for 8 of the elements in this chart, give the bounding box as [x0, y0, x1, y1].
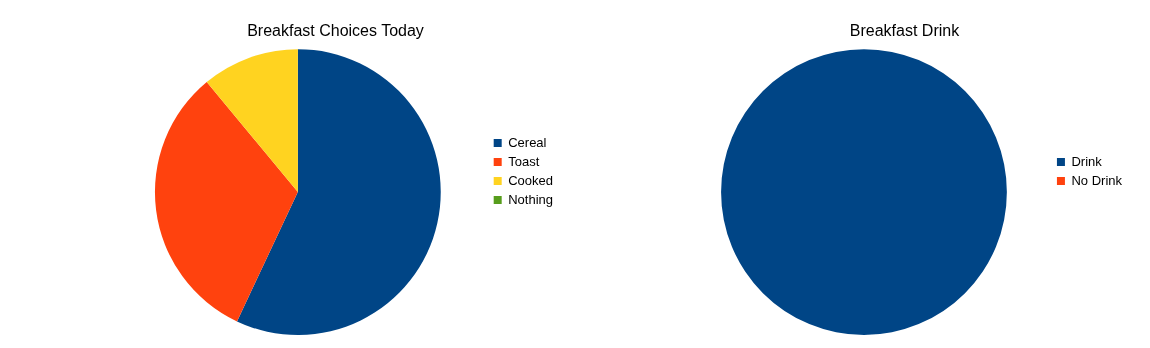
legend-label: Toast: [508, 153, 540, 169]
legend-label: Cooked: [508, 172, 553, 188]
chart-title: Breakfast Drink: [849, 22, 961, 40]
legend-label: Nothing: [508, 191, 553, 207]
chart-title: Breakfast Choices Today: [247, 22, 424, 40]
legend-label: No Drink: [1071, 172, 1123, 188]
legend-label: Cereal: [508, 134, 547, 150]
legend-label: Drink: [1071, 153, 1103, 169]
